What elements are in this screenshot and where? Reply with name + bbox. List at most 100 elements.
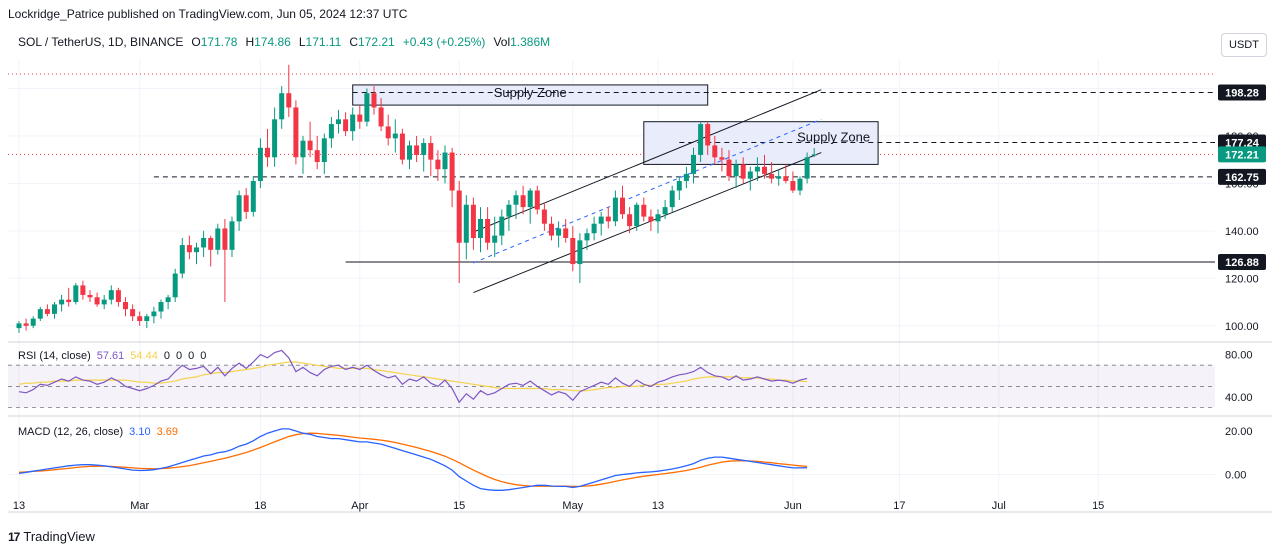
candle-body-110 (797, 178, 803, 191)
candle-body-41 (307, 140, 313, 151)
candle-body-54 (399, 133, 405, 160)
candle-body-61 (449, 152, 455, 191)
candle-body-108 (783, 176, 789, 182)
candle-body-31 (236, 195, 242, 222)
candle-body-47 (350, 114, 356, 132)
candle-body-9 (80, 285, 86, 295)
axes: 100.00120.00140.00160.00180.00200.00198.… (13, 83, 1266, 512)
candle-body-91 (662, 207, 668, 215)
macd-tick-0: 20.00 (1225, 426, 1253, 438)
price-channel (473, 89, 822, 294)
tradingview-logo-icon: 17 (8, 529, 20, 544)
candle-body-78 (570, 237, 576, 265)
low-label: L (298, 35, 306, 49)
time-tick-8: 17 (893, 500, 905, 512)
supply-zone-label-1: Supply Zone (797, 130, 870, 145)
candle-body-40 (300, 140, 306, 158)
rsi-extra-0: 0 (163, 350, 170, 362)
close-value: 172.21 (358, 35, 395, 49)
candle-body-89 (648, 216, 654, 222)
candle-body-11 (94, 297, 100, 305)
currency-selector[interactable]: USDT (1221, 33, 1267, 57)
candle-body-51 (378, 107, 384, 127)
candle-body-57 (421, 143, 427, 155)
price-tag-bg-3 (1218, 168, 1266, 185)
open-value: 171.78 (200, 35, 238, 49)
candle-body-44 (328, 124, 334, 139)
candle-body-17 (137, 316, 143, 322)
price-tag-bg-4 (1218, 253, 1266, 270)
candle-body-25 (194, 247, 199, 253)
symbol-legend: SOL / TetherUS, 1D, BINANCE O171.78 H174… (18, 35, 550, 49)
candle-body-107 (776, 176, 782, 179)
candle-body-14 (115, 290, 121, 303)
candle-body-20 (158, 302, 164, 312)
candle-body-35 (265, 147, 270, 158)
candle-body-79 (577, 240, 583, 265)
candle-body-34 (257, 147, 263, 182)
symbol-name[interactable]: SOL / TetherUS, 1D, BINANCE (18, 35, 184, 49)
candle-body-2 (30, 318, 36, 326)
candle-body-42 (314, 150, 320, 163)
candle-body-105 (762, 166, 767, 174)
candle-body-52 (385, 126, 391, 139)
candle-body-6 (59, 299, 65, 305)
rsi-ma-value: 54.44 (130, 350, 158, 362)
candle-body-7 (66, 299, 72, 303)
candle-body-82 (598, 216, 604, 224)
price-tag-0: 198.28 (1225, 88, 1259, 100)
brand-name: TradingView (23, 529, 95, 544)
candle-body-38 (286, 93, 292, 108)
tradingview-logo[interactable]: 17 TradingView (8, 529, 95, 544)
channel-upper (473, 89, 822, 233)
rsi-extra-1: 0 (175, 350, 183, 362)
candle-body-71 (520, 195, 526, 208)
candle-body-92 (669, 190, 675, 208)
candle-body-65 (478, 218, 483, 238)
candle-body-87 (634, 204, 640, 227)
signal-line (18, 432, 808, 488)
rsi-legend: RSI (14, close) 57.61 54.44 0 0 0 0 (18, 350, 206, 362)
price-tick-1: 120.00 (1225, 273, 1259, 285)
candle-body-5 (52, 304, 57, 314)
candle-body-102 (740, 164, 746, 179)
candle-body-98 (712, 145, 718, 158)
candle-body-81 (591, 223, 597, 234)
macd-line (18, 428, 808, 491)
rsi-value: 57.61 (96, 350, 125, 362)
candle-body-32 (243, 195, 249, 212)
candle-body-76 (556, 228, 562, 236)
candle-body-21 (165, 297, 171, 303)
candle-body-12 (101, 299, 107, 305)
time-tick-5: May (562, 500, 583, 512)
candle-body-37 (279, 93, 285, 120)
supply-zone-label-0: Supply Zone (494, 85, 567, 100)
candle-body-68 (499, 216, 505, 236)
macd-pane (8, 428, 1215, 491)
candle-body-33 (250, 181, 256, 212)
price-tag-3: 162.75 (1225, 172, 1259, 184)
candle-body-112 (811, 154, 817, 156)
price-tick-0: 100.00 (1225, 321, 1259, 333)
candle-body-50 (371, 93, 377, 108)
low-value: 171.11 (305, 35, 342, 49)
candle-body-63 (463, 204, 469, 243)
candle-body-93 (676, 181, 682, 191)
time-tick-2: 18 (254, 500, 266, 512)
candle-body-94 (683, 173, 689, 182)
candle-body-19 (151, 311, 157, 317)
grid (8, 60, 1272, 513)
candle-body-106 (769, 173, 775, 179)
candle-body-16 (130, 309, 136, 317)
time-tick-9: Jul (992, 500, 1006, 512)
change-value: +0.43 (+0.25%) (402, 35, 486, 49)
candle-body-10 (87, 294, 93, 298)
supply-zone-0 (352, 84, 709, 106)
price-tag-4: 126.88 (1225, 257, 1259, 269)
candle-body-26 (201, 237, 207, 248)
time-tick-7: Jun (784, 500, 802, 512)
price-tag-2: 172.21 (1225, 149, 1259, 161)
volume-value: 1.386M (510, 35, 551, 49)
candle-body-96 (698, 124, 704, 155)
